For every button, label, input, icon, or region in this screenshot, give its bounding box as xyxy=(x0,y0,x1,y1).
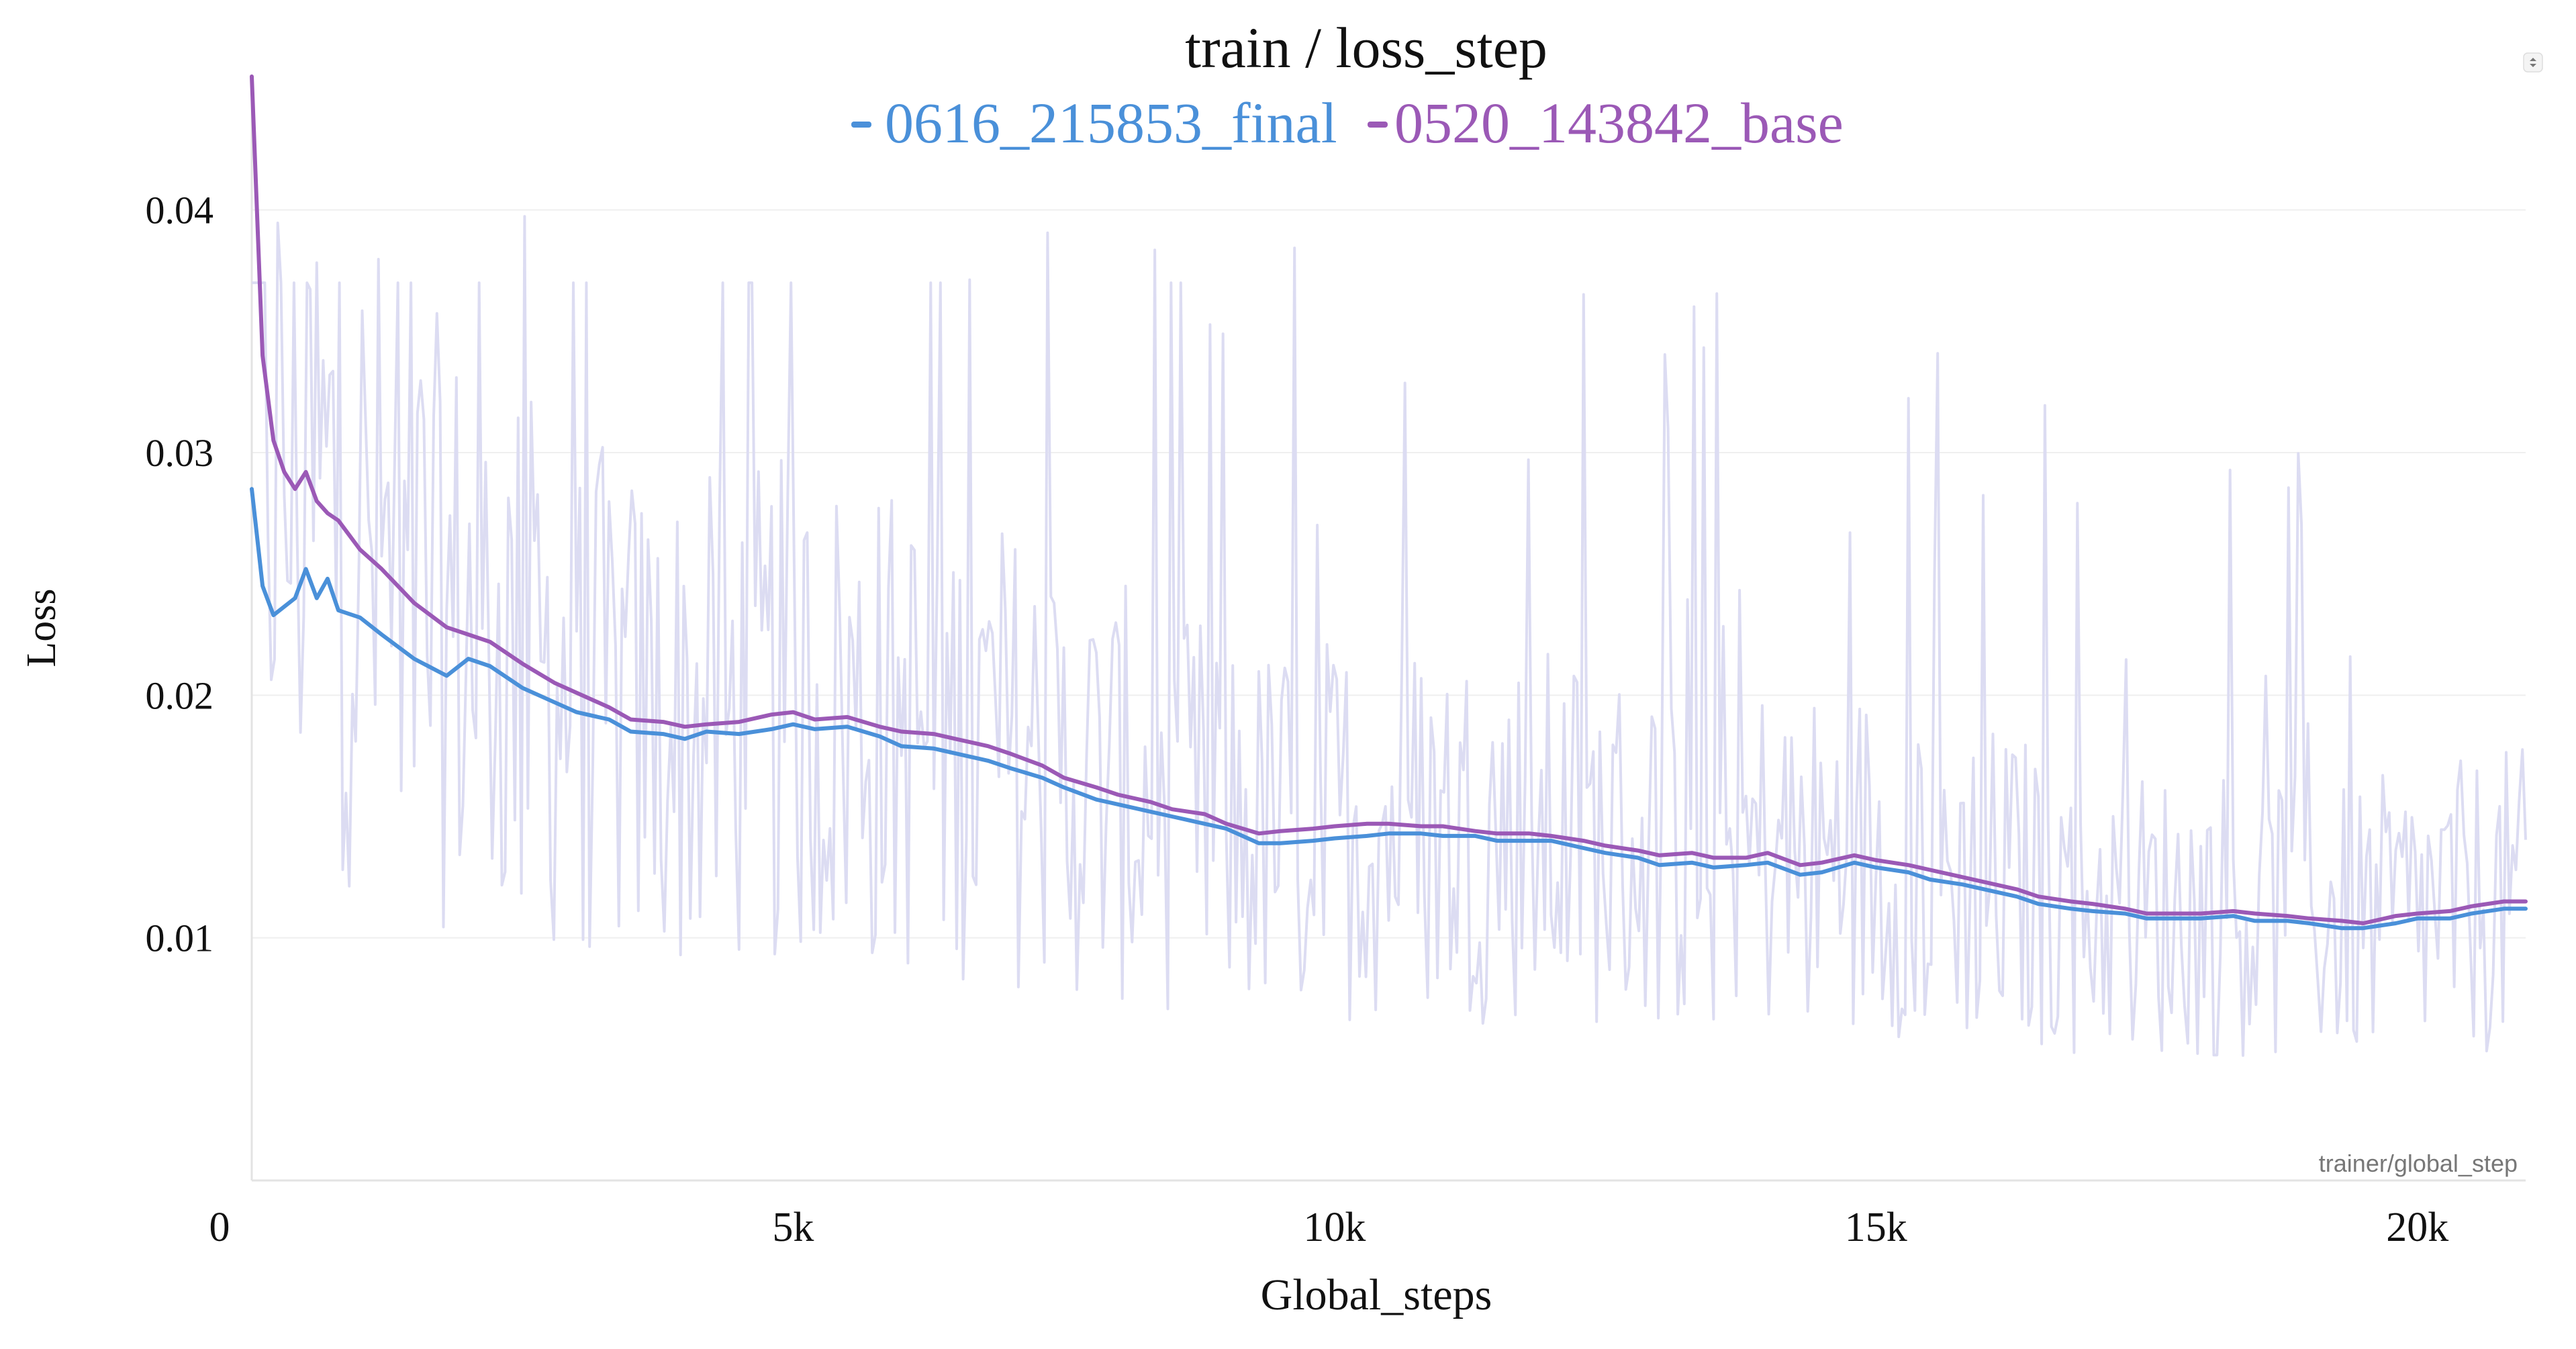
series-layer xyxy=(250,74,2528,931)
legend-swatch-base xyxy=(1368,122,1388,128)
chart-title: train / loss_step xyxy=(1185,15,1547,80)
raw-series-line xyxy=(252,215,2527,1057)
y-axis-label: Loss xyxy=(19,588,64,667)
x-tick-label: 20k xyxy=(2386,1205,2448,1250)
x-axis-label: Global_steps xyxy=(1261,1270,1492,1319)
chevron-updown-icon-svg xyxy=(2523,52,2543,73)
series-line-0520_143842_base[interactable] xyxy=(250,74,2528,925)
y-tick-label: 0.04 xyxy=(146,189,214,232)
legend-label-final[interactable]: 0616_215853_final xyxy=(885,91,1337,155)
series-line-0616_215853_final[interactable] xyxy=(250,487,2528,931)
y-tick-label: 0.02 xyxy=(146,673,214,717)
x-axis-name-label: trainer/global_step xyxy=(2319,1150,2518,1177)
y-tick-label: 0.01 xyxy=(146,917,214,960)
x-tick-label: 15k xyxy=(1845,1205,1907,1250)
x-tick-label: 0 xyxy=(209,1205,230,1250)
legend[interactable]: 0616_215853_final 0520_143842_base xyxy=(851,91,1844,155)
legend-swatch-final xyxy=(851,122,871,128)
legend-label-base[interactable]: 0520_143842_base xyxy=(1394,91,1844,155)
raw-loss-series xyxy=(252,215,2527,1057)
y-tick-labels: 0.01 0.02 0.03 0.04 xyxy=(146,189,214,960)
x-tick-labels: 0 5k 10k 15k 20k xyxy=(209,1205,2449,1250)
x-tick-label: 5k xyxy=(772,1205,814,1250)
chevron-updown-icon[interactable] xyxy=(2523,52,2543,73)
y-tick-label: 0.03 xyxy=(146,431,214,475)
x-tick-label: 10k xyxy=(1303,1205,1366,1250)
